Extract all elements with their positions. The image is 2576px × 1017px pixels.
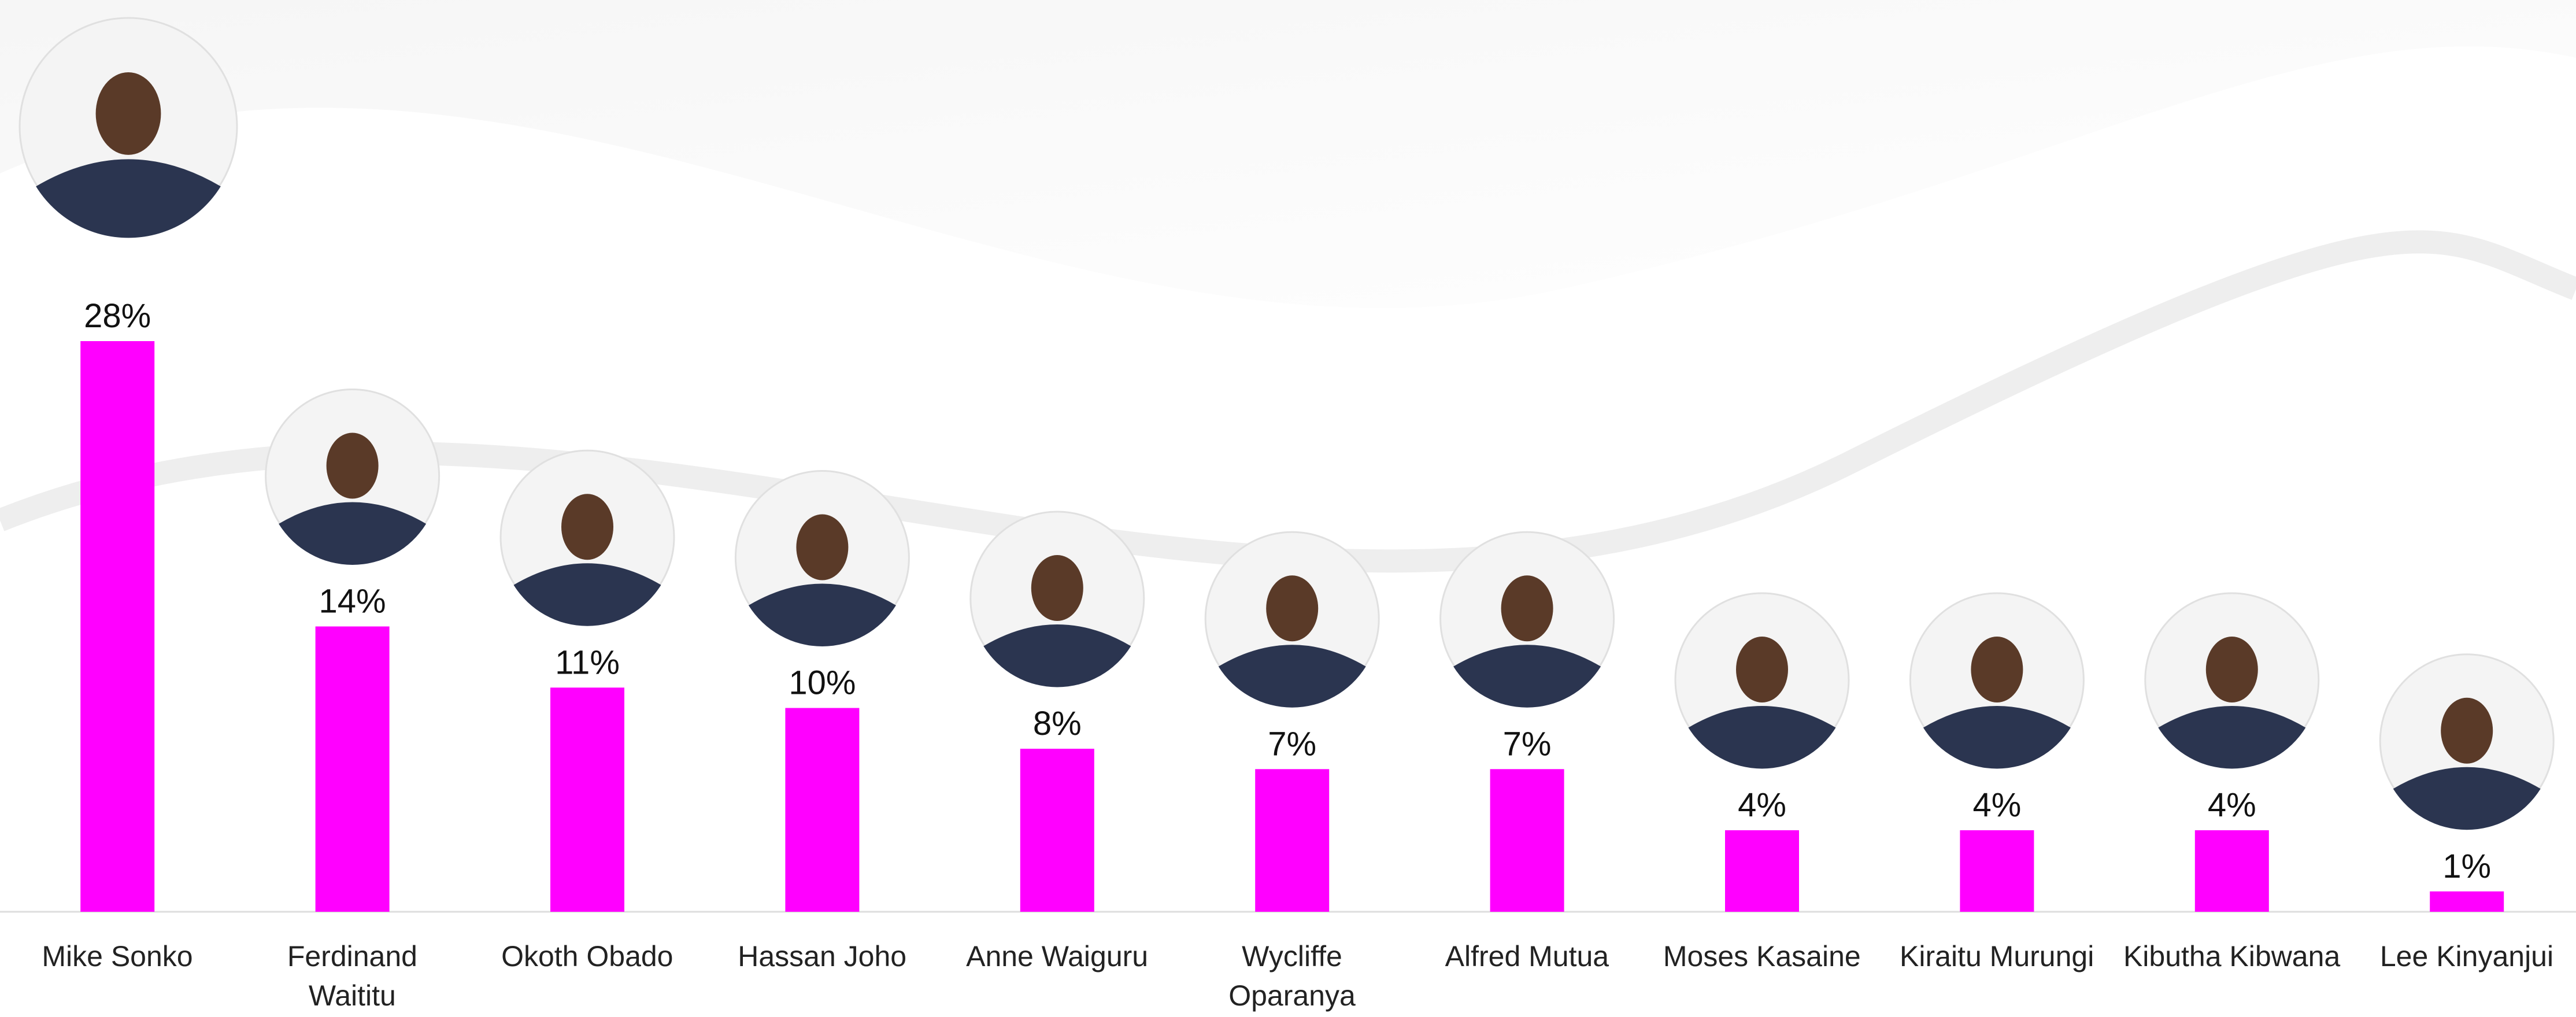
portrait (1910, 593, 2083, 768)
category-label: Anne Waiguru (940, 937, 1175, 976)
category-label: Alfred Mutua (1409, 937, 1644, 976)
category-label: Wycliffe Oparanya (1175, 937, 1409, 1015)
value-label: 11% (555, 644, 620, 681)
portrait (1675, 593, 1849, 768)
bar (1960, 830, 2034, 912)
value-label: 4% (2208, 786, 2256, 824)
bar (316, 627, 390, 912)
bar (1255, 769, 1329, 912)
portrait (971, 512, 1144, 687)
category-label: Okoth Obado (470, 937, 705, 976)
category-label: Kibutha Kibwana (2115, 937, 2349, 976)
category-label: Hassan Joho (705, 937, 939, 976)
portrait (2145, 593, 2319, 768)
category-label: Kiraitu Murungi (1879, 937, 2114, 976)
bar (1725, 830, 1799, 912)
bar (1020, 749, 1094, 912)
portrait (266, 390, 439, 565)
portrait-part (96, 72, 161, 155)
chart-svg: 28% 14% 11% 10% 8% 7% 7% 4% 4% 4% 1% (0, 0, 2576, 1017)
portrait-part (2441, 698, 2493, 764)
value-label: 14% (319, 583, 386, 620)
portrait-part (1501, 575, 1553, 641)
portrait-part (561, 494, 613, 560)
value-label: 10% (789, 664, 856, 702)
category-label: Mike Sonko (0, 937, 235, 976)
bar (550, 687, 624, 912)
portrait (501, 450, 674, 626)
category-label: Ferdinand Waititu (235, 937, 469, 1015)
category-label: Lee Kinyanjui (2349, 937, 2576, 976)
value-label: 4% (1972, 786, 2021, 824)
portrait (20, 18, 237, 238)
bar (785, 708, 859, 912)
portrait (1441, 532, 1614, 707)
portrait (2380, 654, 2553, 830)
value-label: 7% (1268, 725, 1316, 763)
bar (80, 341, 154, 912)
portrait (1205, 532, 1379, 707)
category-label: Moses Kasaine (1645, 937, 1879, 976)
portrait-part (1266, 575, 1318, 641)
value-label: 8% (1033, 705, 1082, 742)
portrait-part (1736, 637, 1788, 702)
value-label: 4% (1738, 786, 1786, 824)
chart: 28% 14% 11% 10% 8% 7% 7% 4% 4% 4% 1% Mike SonkoFer… (0, 0, 2576, 1017)
portrait (735, 471, 909, 646)
portrait-part (1971, 637, 2023, 702)
value-label: 7% (1503, 725, 1552, 763)
bar (2195, 830, 2269, 912)
value-label: 1% (2442, 848, 2491, 885)
background-wave (0, 0, 2576, 308)
bar (1490, 769, 1564, 912)
portrait-part (1031, 555, 1083, 621)
portrait-part (796, 515, 848, 580)
portrait-part (327, 433, 379, 499)
portrait-part (2206, 637, 2258, 702)
value-label: 28% (84, 297, 151, 335)
bar (2430, 892, 2504, 912)
